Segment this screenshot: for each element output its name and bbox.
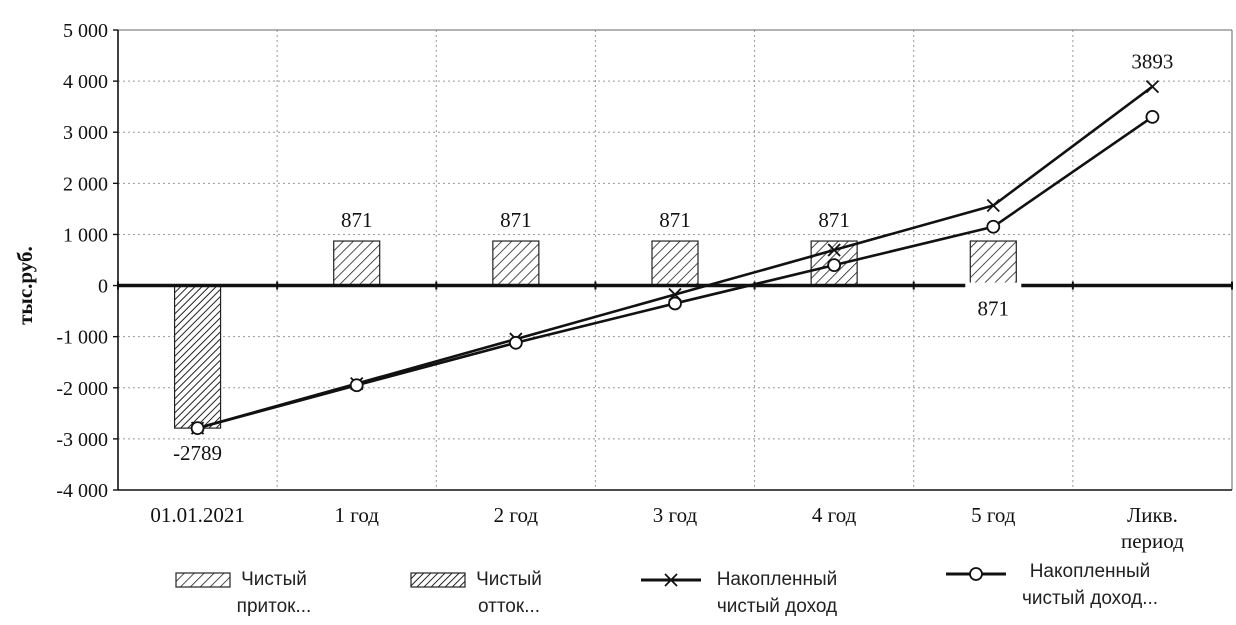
circle-marker: [190, 421, 205, 436]
legend-outflow-swatch: [410, 572, 466, 588]
circle-marker: [986, 219, 1001, 234]
x-tick-label: 4 год: [812, 503, 857, 527]
y-tick-label: 4 000: [63, 71, 108, 93]
x-tick-label: 3 год: [653, 503, 698, 527]
x-tick-label: Ликв.: [1127, 503, 1178, 527]
y-tick-label: 0: [98, 276, 108, 298]
y-axis-title: тыс.руб.: [13, 246, 37, 325]
lines: [190, 79, 1160, 436]
circle-marker: [349, 378, 364, 393]
circle-marker: [1145, 109, 1160, 124]
legend-inflow-swatch: [175, 572, 231, 588]
axes: [113, 29, 1233, 491]
circle-marker: [668, 296, 682, 311]
x-tick-label: 1 год: [335, 503, 380, 527]
x-marker: [986, 198, 1000, 213]
legend-cumulative-line2: чистый доход: [716, 596, 838, 617]
data-label: 871: [341, 208, 373, 232]
legend-inflow-line2: приток...: [236, 596, 312, 617]
y-tick-label: 5 000: [63, 20, 108, 42]
bar: [173, 284, 222, 429]
y-tick-label: 2 000: [63, 173, 108, 195]
bars: [173, 240, 1017, 429]
data-label: 871: [500, 208, 532, 232]
y-tick-label: 3 000: [63, 122, 108, 144]
x-tick-label: 5 год: [971, 503, 1016, 527]
y-tick-label: -2 000: [56, 378, 108, 400]
legend: Чистый приток... Чистый отток... Накопле…: [0, 558, 1236, 625]
legend-cumulative-x-marker-icon: [641, 573, 701, 587]
bar: [969, 240, 1017, 287]
legend-cumulative-circle-marker-icon: [946, 567, 1006, 581]
y-tick-label: -3 000: [56, 429, 108, 451]
data-label: 871: [978, 297, 1010, 321]
y-tick-label: 1 000: [63, 224, 108, 246]
y-tick-label: -1 000: [56, 327, 108, 349]
x-marker: [1145, 79, 1160, 94]
labels: 5 000 4 000 3 000 2 000 1 000 0 -1 000 -2 000 -3…: [13, 20, 1184, 553]
legend-cumulative-2-line2: чистый доход...: [1021, 588, 1159, 609]
circle-marker: [508, 335, 523, 350]
data-label: 3893: [1131, 50, 1173, 74]
data-label-bg: [965, 282, 1022, 289]
legend-inflow-line1: Чистый: [241, 569, 307, 590]
circle-marker: [827, 258, 842, 273]
x-tick-label: 01.01.2021: [150, 503, 245, 527]
legend-cumulative-2-line1: Накопленный: [1029, 561, 1151, 582]
y-tick-label: -4 000: [56, 480, 108, 502]
bar: [333, 240, 381, 287]
legend-cumulative-line1: Накопленный: [716, 569, 838, 590]
legend-outflow-line1: Чистый: [476, 569, 542, 590]
x-tick-label: период: [1121, 529, 1184, 553]
data-label: -2789: [173, 441, 222, 465]
data-label: 871: [659, 208, 691, 232]
bar: [651, 240, 699, 287]
data-label: 871: [818, 208, 850, 232]
bar: [492, 240, 540, 287]
x-tick-label: 2 год: [494, 503, 539, 527]
legend-outflow-line2: отток...: [477, 596, 541, 617]
chart: 5 000 4 000 3 000 2 000 1 000 0 -1 000 -2 000 -3…: [13, 20, 1233, 553]
x-marker: [827, 243, 841, 257]
